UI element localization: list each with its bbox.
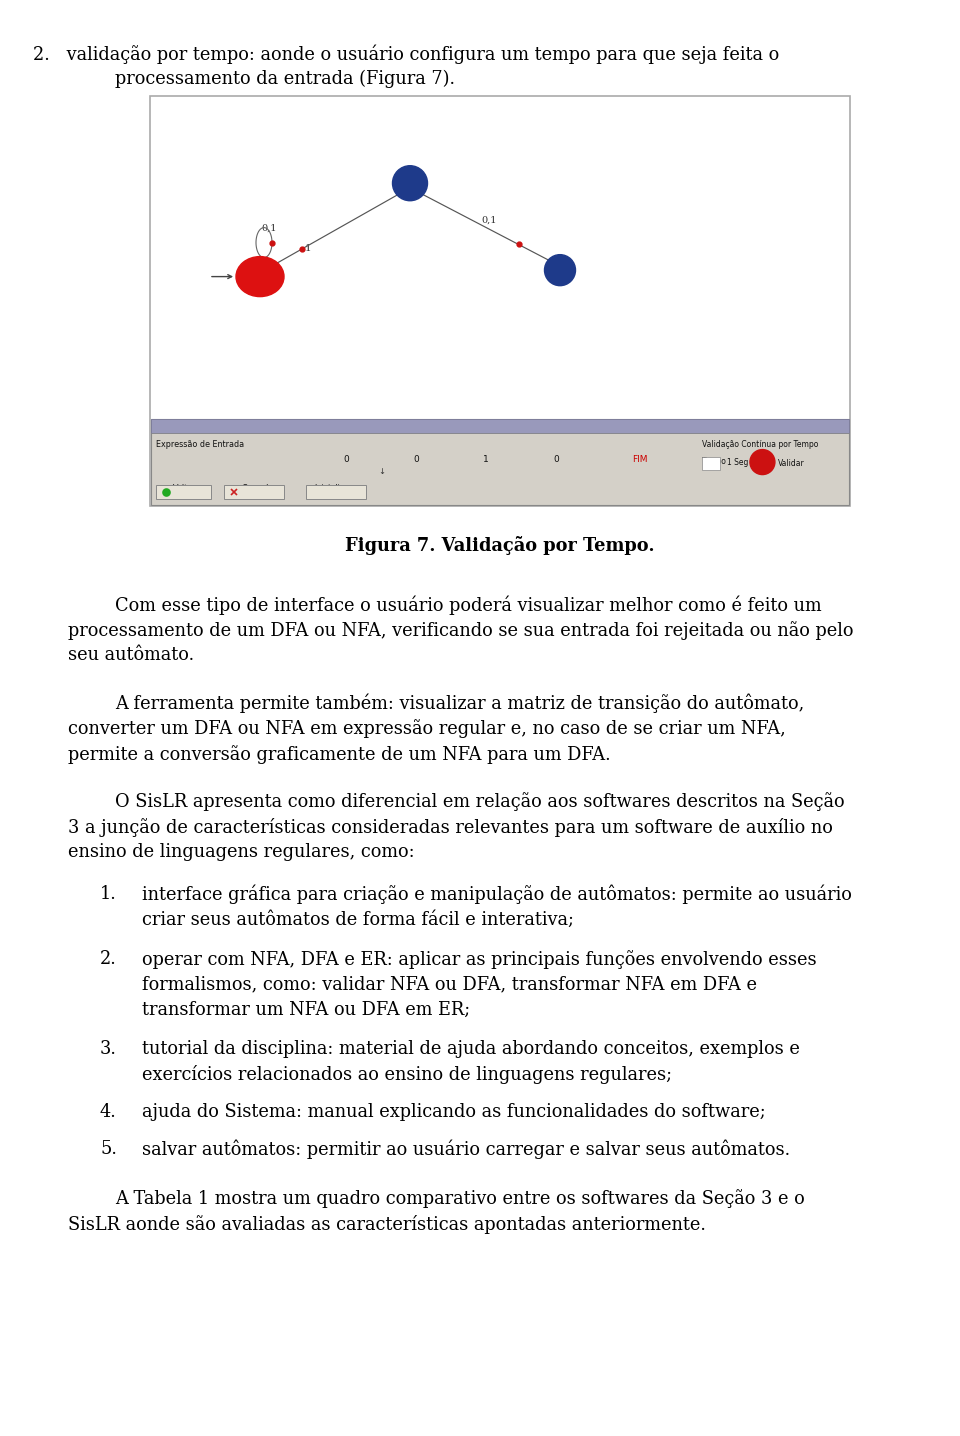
Text: Com esse tipo de interface o usuário poderá visualizar melhor como é feito um: Com esse tipo de interface o usuário pod…: [115, 595, 822, 615]
Text: 1.: 1.: [100, 885, 117, 903]
Bar: [156, 485, 211, 500]
Text: processamento da entrada (Figura 7).: processamento da entrada (Figura 7).: [115, 69, 455, 88]
Text: 2.: 2.: [100, 949, 117, 968]
Text: Figura 7. Validação por Tempo.: Figura 7. Validação por Tempo.: [346, 536, 655, 556]
Text: O SisLR apresenta como diferencial em relação aos softwares descritos na Seção: O SisLR apresenta como diferencial em re…: [115, 793, 845, 811]
Bar: [150, 96, 850, 507]
Text: transformar um NFA ou DFA em ER;: transformar um NFA ou DFA em ER;: [142, 1001, 470, 1018]
Text: ensino de linguagens regulares, como:: ensino de linguagens regulares, como:: [68, 843, 415, 862]
Text: 0: 0: [414, 455, 420, 464]
Text: A: A: [255, 270, 264, 283]
Ellipse shape: [236, 257, 284, 297]
Text: Cancelar: Cancelar: [241, 484, 276, 494]
Text: 0: 0: [553, 455, 559, 464]
Circle shape: [544, 254, 575, 286]
Text: 2.   validação por tempo: aonde o usuário configura um tempo para que seja feita: 2. validação por tempo: aonde o usuário …: [33, 45, 780, 63]
Text: A Tabela 1 mostra um quadro comparativo entre os softwares da Seção 3 e o: A Tabela 1 mostra um quadro comparativo …: [115, 1189, 804, 1208]
Text: criar seus autômatos de forma fácil e interativa;: criar seus autômatos de forma fácil e in…: [142, 910, 574, 929]
Text: Tempo: Tempo: [703, 457, 728, 467]
Text: interface gráfica para criação e manipulação de autômatos: permite ao usuário: interface gráfica para criação e manipul…: [142, 885, 852, 905]
Text: Voltar: Voltar: [173, 484, 197, 494]
Text: 0,1: 0,1: [261, 224, 276, 233]
Text: 3 a junção de características consideradas relevantes para um software de auxíli: 3 a junção de características considerad…: [68, 817, 833, 837]
Text: salvar autômatos: permitir ao usuário carregar e salvar seus autômatos.: salvar autômatos: permitir ao usuário ca…: [142, 1140, 790, 1159]
Text: 5.: 5.: [100, 1140, 117, 1157]
Bar: [703, 457, 720, 470]
Text: seu autômato.: seu autômato.: [68, 646, 194, 665]
Text: Expressão de Entrada: Expressão de Entrada: [156, 439, 244, 449]
Text: operar com NFA, DFA e ER: aplicar as principais funções envolvendo esses: operar com NFA, DFA e ER: aplicar as pri…: [142, 949, 817, 968]
Text: Validação Contínua por Tempo: Validação Contínua por Tempo: [703, 439, 819, 449]
Text: 1: 1: [483, 455, 489, 464]
Bar: [151, 419, 849, 505]
Text: A ferramenta permite também: visualizar a matriz de transição do autômato,: A ferramenta permite também: visualizar …: [115, 694, 804, 714]
Text: Validar DFA: Validar DFA: [173, 421, 221, 429]
Text: 0: 0: [344, 455, 349, 464]
Circle shape: [750, 449, 775, 474]
Text: exercícios relacionados ao ensino de linguagens regulares;: exercícios relacionados ao ensino de lin…: [142, 1066, 672, 1084]
Text: converter um DFA ou NFA em expressão regular e, no caso de se criar um NFA,: converter um DFA ou NFA em expressão reg…: [68, 719, 785, 738]
Text: 3: 3: [707, 458, 711, 467]
Text: C: C: [556, 266, 564, 274]
Text: permite a conversão graficamente de um NFA para um DFA.: permite a conversão graficamente de um N…: [68, 745, 611, 764]
Text: 1 Seg: 1 Seg: [728, 458, 749, 467]
Text: ↓: ↓: [378, 467, 385, 477]
Text: 0,1: 0,1: [482, 215, 497, 224]
Bar: [224, 485, 284, 500]
Text: formalismos, como: validar NFA ou DFA, transformar NFA em DFA e: formalismos, como: validar NFA ou DFA, t…: [142, 975, 757, 994]
Text: SisLR aonde são avaliadas as características apontadas anteriormente.: SisLR aonde são avaliadas as característ…: [68, 1215, 706, 1234]
Text: 3.: 3.: [100, 1040, 117, 1058]
Text: processamento de um DFA ou NFA, verificando se sua entrada foi rejeitada ou não : processamento de um DFA ou NFA, verifica…: [68, 620, 853, 639]
Bar: [306, 485, 366, 500]
Circle shape: [393, 165, 427, 201]
Text: tutorial da disciplina: material de ajuda abordando conceitos, exemplos e: tutorial da disciplina: material de ajud…: [142, 1040, 800, 1058]
Text: ✕: ✕: [832, 421, 839, 429]
Text: 1: 1: [305, 244, 312, 253]
Text: ajuda do Sistema: manual explicando as funcionalidades do software;: ajuda do Sistema: manual explicando as f…: [142, 1103, 766, 1120]
Text: 4.: 4.: [100, 1103, 117, 1120]
Text: Inicializar: Inicializar: [314, 484, 352, 494]
Text: Validar: Validar: [779, 460, 805, 468]
Bar: [151, 419, 849, 432]
Text: FIM: FIM: [632, 455, 647, 464]
Text: B: B: [406, 178, 414, 188]
